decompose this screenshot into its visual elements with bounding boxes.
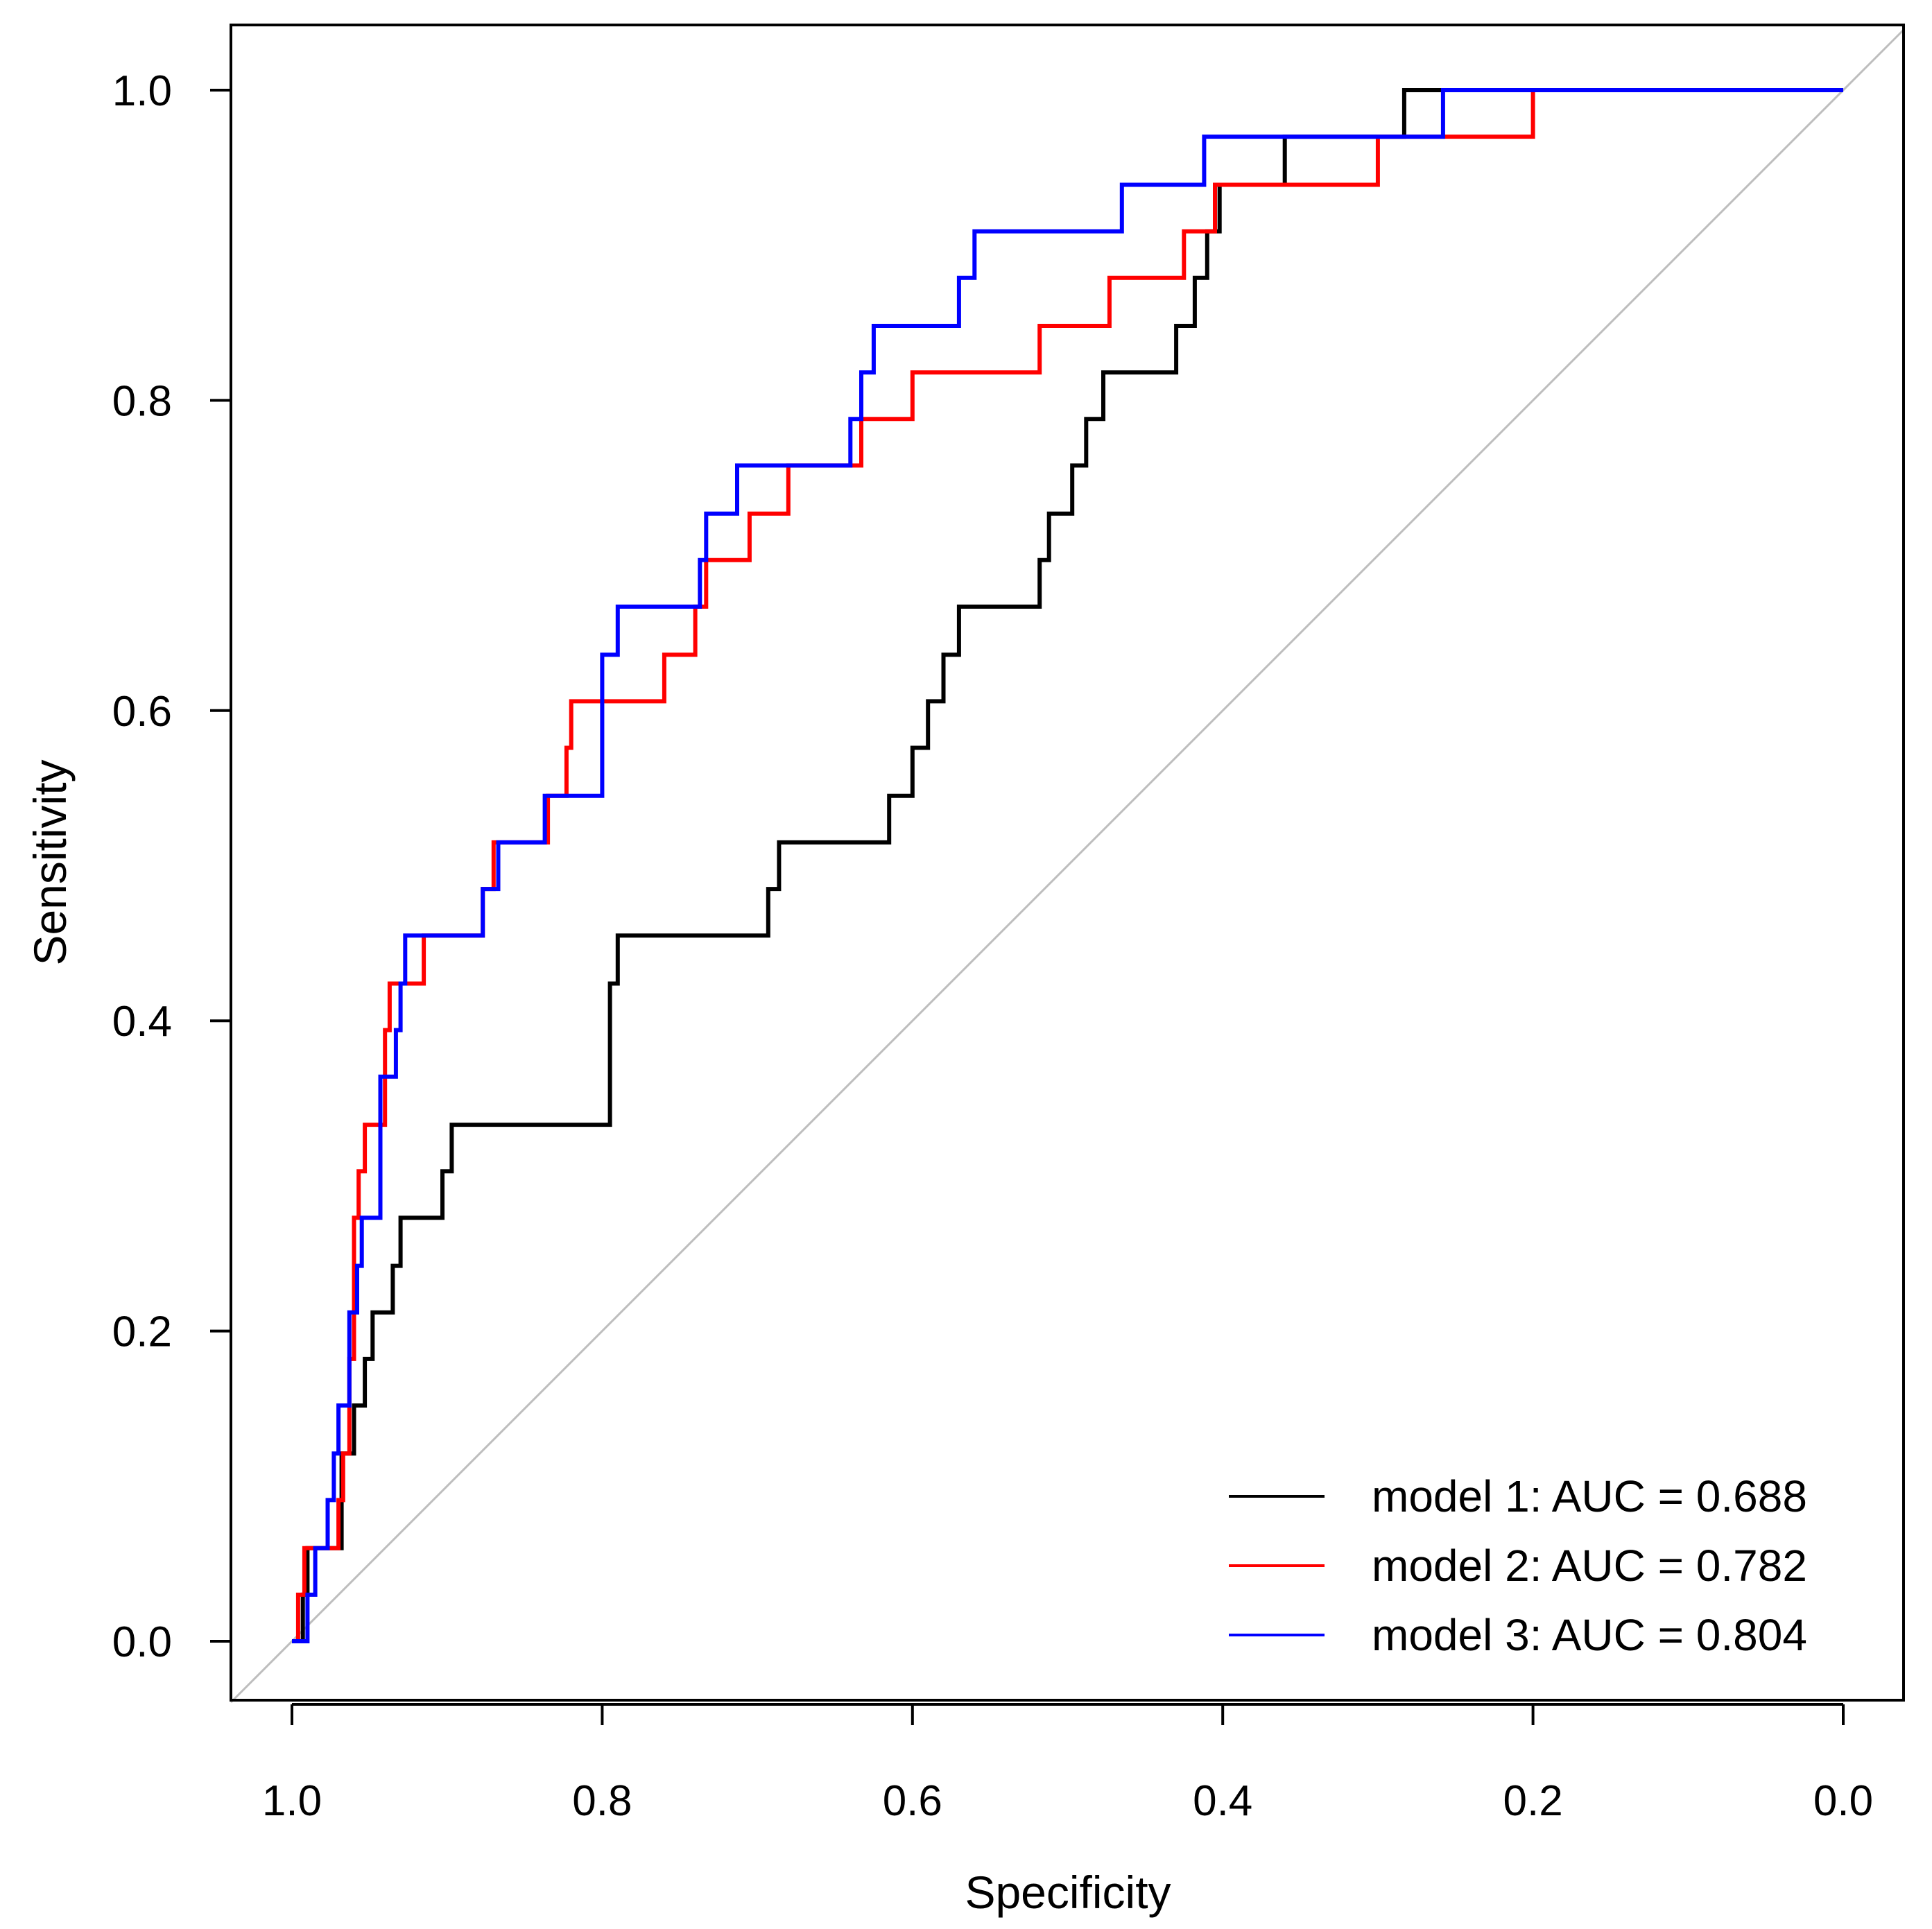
y-tick-label: 0.0: [112, 1618, 172, 1666]
y-tick-label: 1.0: [112, 67, 172, 115]
plot-area: [230, 28, 1905, 1704]
diagonal-reference-line: [230, 28, 1905, 1704]
roc-curve-model-3: [292, 88, 1843, 1643]
x-tick-label: 0.2: [1503, 1777, 1562, 1825]
axes: 1.0 0.8 0.6 0.4 0.2 0.0 0.0 0.2 0.4 0.6 0.8 1.0: [112, 67, 1873, 1825]
x-tick-label: 0.8: [572, 1777, 632, 1825]
y-tick-label: 0.4: [112, 998, 172, 1046]
y-tick-label: 0.8: [112, 377, 172, 425]
legend-label-model-1: model 1: AUC = 0.688: [1372, 1471, 1807, 1521]
x-axis-label: Specificity: [965, 1867, 1171, 1918]
legend-label-model-3: model 3: AUC = 0.804: [1372, 1610, 1807, 1660]
y-tick-label: 0.6: [112, 688, 172, 736]
x-tick-label: 1.0: [262, 1777, 322, 1825]
legend-label-model-2: model 2: AUC = 0.782: [1372, 1541, 1807, 1591]
x-tick-label: 0.6: [883, 1777, 942, 1825]
y-tick-label: 0.2: [112, 1308, 172, 1356]
x-tick-label: 0.0: [1813, 1777, 1873, 1825]
y-axis-label: Sensitivity: [24, 759, 76, 965]
roc-curve-model-1: [292, 88, 1843, 1643]
x-tick-label: 0.4: [1193, 1777, 1252, 1825]
legend: model 1: AUC = 0.688 model 2: AUC = 0.782…: [1229, 1471, 1807, 1660]
